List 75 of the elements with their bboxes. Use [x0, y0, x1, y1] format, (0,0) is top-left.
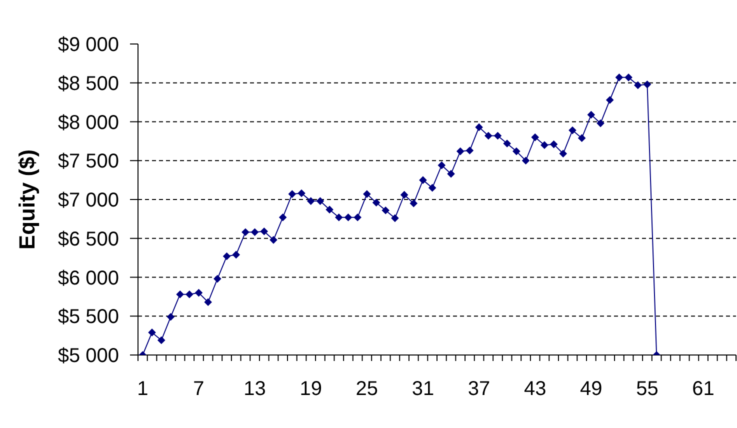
- x-tick-label: 37: [468, 378, 490, 400]
- point: [176, 290, 184, 298]
- point: [634, 82, 642, 89]
- y-tick-label: $5 500: [58, 306, 119, 328]
- point: [307, 197, 315, 205]
- point: [596, 120, 604, 128]
- y-tick-label: $6 000: [58, 267, 119, 290]
- point: [335, 214, 343, 222]
- point: [559, 150, 567, 158]
- point: [167, 313, 174, 321]
- point: [391, 214, 399, 222]
- point: [158, 336, 166, 344]
- y-tick-label: $7 000: [58, 190, 119, 212]
- y-tick-label: $9 000: [58, 34, 119, 56]
- point: [475, 123, 483, 131]
- point: [382, 206, 390, 214]
- point: [466, 146, 474, 154]
- point: [606, 96, 614, 104]
- point: [428, 184, 436, 192]
- point: [204, 298, 212, 306]
- x-tick-label: 1: [137, 378, 148, 400]
- point: [344, 214, 352, 222]
- point: [260, 228, 268, 236]
- point: [232, 251, 240, 258]
- point: [568, 126, 576, 134]
- x-tick-label: 13: [244, 378, 266, 400]
- point: [550, 140, 558, 148]
- point: [578, 134, 586, 142]
- point: [148, 328, 156, 336]
- x-tick-label: 61: [692, 378, 714, 400]
- y-tick-label: $8 000: [58, 112, 119, 134]
- point: [223, 252, 230, 260]
- point: [410, 200, 418, 208]
- point: [363, 190, 371, 198]
- point: [316, 197, 324, 205]
- point: [438, 162, 446, 169]
- point: [484, 132, 492, 140]
- point: [354, 214, 362, 222]
- x-tick-label: 7: [193, 378, 204, 400]
- point: [251, 228, 258, 236]
- point: [503, 140, 511, 148]
- point: [242, 228, 250, 236]
- point: [270, 236, 278, 244]
- point: [298, 190, 306, 197]
- point: [531, 134, 539, 141]
- x-tick-label: 19: [300, 378, 322, 400]
- point: [214, 275, 222, 283]
- point: [456, 148, 464, 155]
- x-tick-label: 49: [580, 378, 602, 400]
- point: [288, 190, 296, 198]
- x-tick-label: 31: [412, 378, 434, 400]
- y-tick-label: $6 500: [58, 228, 119, 250]
- y-tick-label: $5 000: [58, 345, 119, 368]
- point: [195, 289, 202, 296]
- point: [372, 198, 380, 206]
- point: [186, 290, 194, 298]
- point: [447, 170, 455, 178]
- x-tick-label: 43: [524, 378, 546, 400]
- point: [616, 74, 623, 82]
- point: [540, 141, 548, 149]
- point: [512, 148, 520, 155]
- point: [419, 176, 427, 184]
- point: [400, 191, 408, 199]
- point: [279, 214, 287, 222]
- point: [644, 80, 651, 88]
- point: [494, 132, 502, 140]
- point: [326, 206, 334, 214]
- y-tick-label: $8 500: [58, 72, 119, 95]
- point: [624, 74, 632, 82]
- y-axis-title: Equity ($): [14, 149, 40, 250]
- x-tick-label: 55: [636, 378, 658, 400]
- x-tick-label: 25: [356, 378, 378, 400]
- point: [522, 156, 530, 164]
- point: [587, 111, 595, 118]
- y-tick-label: $7 500: [58, 150, 119, 173]
